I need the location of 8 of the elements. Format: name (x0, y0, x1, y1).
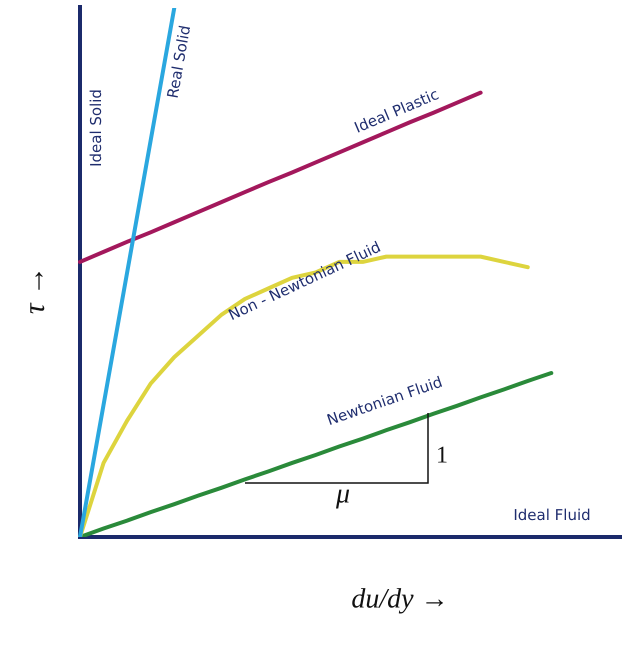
annotation: Ideal Fluid (513, 506, 591, 524)
text: Ideal Plastic (352, 85, 442, 137)
annotation: 1 (436, 442, 448, 468)
annotation: Ideal Solid (86, 89, 105, 167)
y-axis-title: τ → (18, 266, 51, 314)
text: Real Solid (164, 24, 194, 100)
annotation: μ (334, 478, 350, 510)
x-axis-title: du/dy → (351, 583, 449, 614)
